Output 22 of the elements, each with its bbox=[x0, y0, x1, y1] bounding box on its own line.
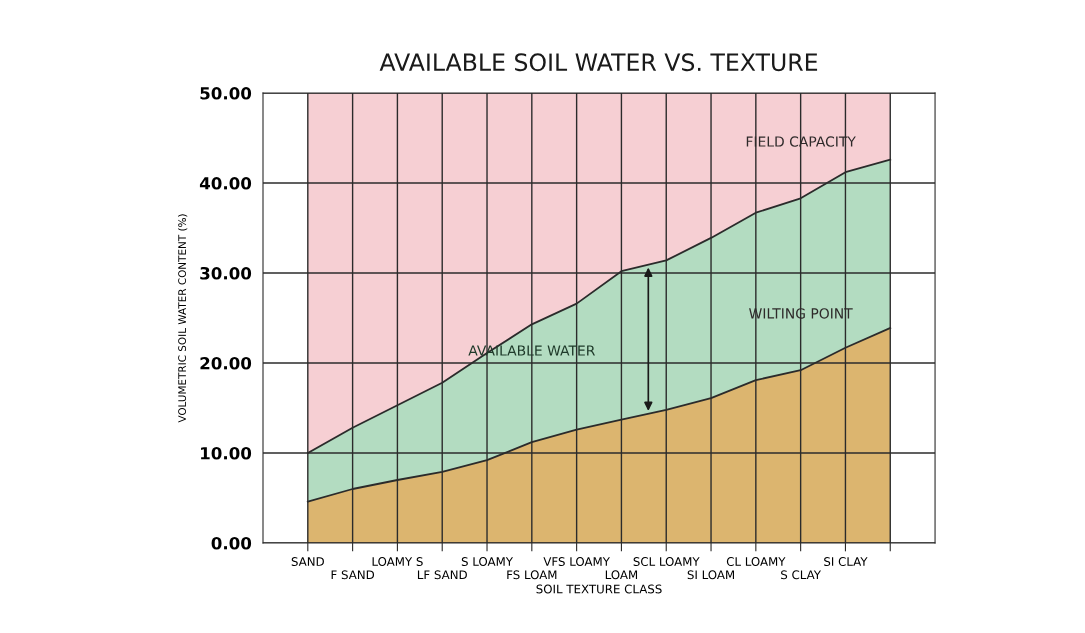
chart-title: AVAILABLE SOIL WATER VS. TEXTURE bbox=[379, 53, 818, 72]
y-tick-label: 10.00 bbox=[201, 446, 252, 460]
x-tick-label: LOAM bbox=[605, 570, 638, 580]
x-tick-label: LOAMY S bbox=[372, 557, 423, 567]
x-tick-label: SCL LOAMY bbox=[633, 557, 700, 567]
x-tick-label: LF SAND bbox=[417, 570, 467, 580]
x-tick-label: S LOAMY bbox=[461, 557, 514, 567]
x-tick-label: SI CLAY bbox=[824, 557, 868, 567]
x-tick-label: CL LOAMY bbox=[726, 557, 786, 567]
x-tick-label: F SAND bbox=[331, 570, 375, 580]
y-tick-label: 50.00 bbox=[200, 87, 252, 100]
x-tick-label: FS LOAM bbox=[507, 570, 557, 580]
y-axis-title: VOLUMETRIC SOIL WATER CONTENT (%) bbox=[178, 214, 188, 423]
y-tick-label: 40.00 bbox=[199, 177, 252, 190]
x-tick-label: S CLAY bbox=[781, 570, 822, 580]
x-tick-label: SAND bbox=[291, 557, 324, 567]
x-axis-title: SOIL TEXTURE CLASS bbox=[536, 584, 662, 594]
y-tick-label: 20.00 bbox=[200, 356, 252, 370]
y-tick-label: 30.00 bbox=[200, 266, 252, 280]
x-tick-label: SI LOAM bbox=[687, 570, 734, 580]
y-tick-label: 0.00 bbox=[211, 536, 252, 550]
x-tick-label: VFS LOAMY bbox=[543, 557, 610, 567]
